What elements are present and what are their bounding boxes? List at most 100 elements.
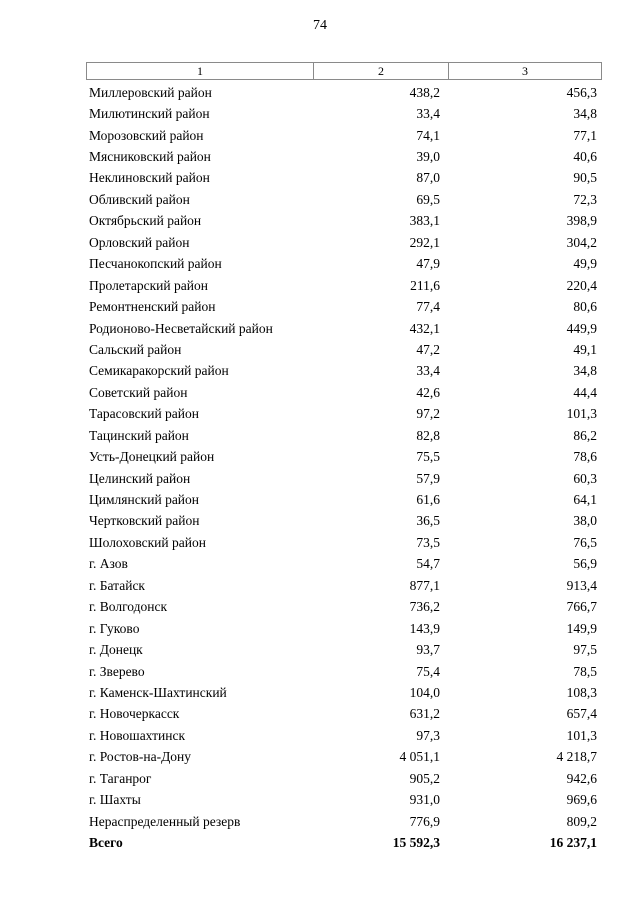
value-col3-cell: 456,3	[566, 84, 597, 100]
value-col2-cell: 75,5	[416, 449, 440, 465]
table-row: Пролетарский район 211,6 220,4	[86, 275, 602, 296]
district-name-cell: Семикаракорский район	[89, 363, 229, 379]
value-col3-cell: 78,6	[573, 449, 597, 465]
value-col3-cell: 90,5	[573, 170, 597, 186]
value-col3-cell: 657,4	[566, 706, 597, 722]
district-name-cell: г. Гуково	[89, 620, 140, 636]
value-col3-cell: 86,2	[573, 427, 597, 443]
district-name-cell: Тацинский район	[89, 427, 189, 443]
value-col3-cell: 4 218,7	[556, 749, 598, 765]
table-row: Тарасовский район 97,2 101,3	[86, 404, 602, 425]
table-row: Шолоховский район 73,5 76,5	[86, 532, 602, 553]
district-name-cell: Советский район	[89, 384, 188, 400]
value-col2-cell: 77,4	[416, 299, 440, 315]
district-name-cell: г. Ростов-на-Дону	[89, 749, 192, 765]
value-col3-cell: 56,9	[573, 556, 597, 572]
value-col2-cell: 73,5	[416, 534, 440, 550]
value-col2-cell: 97,3	[416, 727, 440, 743]
value-col2-cell: 47,9	[416, 256, 440, 272]
value-col2-cell: 42,6	[416, 384, 440, 400]
table-row: Ремонтненский район 77,4 80,6	[86, 296, 602, 317]
value-col3-cell: 101,3	[566, 727, 597, 743]
district-name-cell: Октябрьский район	[89, 213, 202, 229]
total-value-col3-cell: 16 237,1	[549, 835, 597, 851]
header-cell-2: 2	[314, 62, 449, 80]
table-row: Морозовский район 74,1 77,1	[86, 125, 602, 146]
value-col2-cell: 736,2	[409, 599, 440, 615]
district-name-cell: г. Волгодонск	[89, 599, 168, 615]
district-name-cell: Орловский район	[89, 234, 190, 250]
table-row: г. Новошахтинск 97,3 101,3	[86, 725, 602, 746]
table-row: Миллеровский район 438,2 456,3	[86, 82, 602, 103]
value-col2-cell: 211,6	[410, 277, 440, 293]
value-col2-cell: 33,4	[416, 106, 440, 122]
value-col3-cell: 64,1	[573, 492, 597, 508]
district-name-cell: г. Шахты	[89, 792, 141, 808]
district-name-cell: Тарасовский район	[89, 406, 199, 422]
district-name-cell: г. Каменск-Шахтинский	[89, 684, 227, 700]
value-col2-cell: 87,0	[416, 170, 440, 186]
district-name-cell: Пролетарский район	[89, 277, 208, 293]
district-name-cell: Усть-Донецкий район	[89, 449, 215, 465]
value-col3-cell: 809,2	[566, 813, 597, 829]
value-col2-cell: 82,8	[416, 427, 440, 443]
value-col3-cell: 38,0	[573, 513, 597, 529]
value-col2-cell: 36,5	[416, 513, 440, 529]
value-col3-cell: 766,7	[566, 599, 597, 615]
district-name-cell: Неклиновский район	[89, 170, 210, 186]
table-row: Тацинский район 82,8 86,2	[86, 425, 602, 446]
value-col3-cell: 97,5	[573, 642, 597, 658]
table-row: Октябрьский район 383,1 398,9	[86, 211, 602, 232]
value-col2-cell: 631,2	[409, 706, 440, 722]
table-row: г. Азов 54,7 56,9	[86, 554, 602, 575]
value-col2-cell: 931,0	[409, 792, 440, 808]
district-name-cell: г. Новошахтинск	[89, 727, 185, 743]
table-row: г. Батайск 877,1 913,4	[86, 575, 602, 596]
value-col2-cell: 292,1	[409, 234, 440, 250]
value-col3-cell: 44,4	[573, 384, 597, 400]
value-col2-cell: 143,9	[409, 620, 440, 636]
table-row: Родионово-Несветайский район 432,1 449,9	[86, 318, 602, 339]
value-col3-cell: 398,9	[566, 213, 597, 229]
value-col2-cell: 74,1	[416, 127, 440, 143]
table-row: г. Ростов-на-Дону 4 051,1 4 218,7	[86, 747, 602, 768]
table-row: г. Новочеркасск 631,2 657,4	[86, 704, 602, 725]
table-row: г. Шахты 931,0 969,6	[86, 789, 602, 810]
document-page: 74 1 2 3 Миллеровский район 438,2 456,3 Мил…	[86, 18, 602, 854]
table-row: Усть-Донецкий район 75,5 78,6	[86, 446, 602, 467]
district-name-cell: Морозовский район	[89, 127, 204, 143]
district-name-cell: г. Азов	[89, 556, 128, 572]
table-row: г. Зверево 75,4 78,5	[86, 661, 602, 682]
value-col3-cell: 76,5	[573, 534, 597, 550]
table-row: Целинский район 57,9 60,3	[86, 468, 602, 489]
value-col3-cell: 77,1	[573, 127, 597, 143]
table-row: Орловский район 292,1 304,2	[86, 232, 602, 253]
value-col2-cell: 39,0	[416, 149, 440, 165]
table-row: Советский район 42,6 44,4	[86, 382, 602, 403]
total-row: Всего 15 592,3 16 237,1	[86, 832, 602, 853]
district-name-cell: Родионово-Несветайский район	[89, 320, 273, 336]
value-col3-cell: 101,3	[566, 406, 597, 422]
table-row: Нераспределенный резерв 776,9 809,2	[86, 811, 602, 832]
value-col2-cell: 877,1	[409, 577, 440, 593]
table-row: Цимлянский район 61,6 64,1	[86, 489, 602, 510]
header-cell-3: 3	[449, 62, 602, 80]
district-name-cell: Мясниковский район	[89, 149, 211, 165]
value-col3-cell: 913,4	[566, 577, 597, 593]
page-number: 74	[313, 18, 327, 33]
value-col3-cell: 449,9	[566, 320, 597, 336]
table-row: Семикаракорский район 33,4 34,8	[86, 361, 602, 382]
data-table: 1 2 3 Миллеровский район 438,2 456,3 Милюти…	[86, 62, 602, 854]
district-name-cell: г. Батайск	[89, 577, 145, 593]
district-name-cell: Чертковский район	[89, 513, 200, 529]
value-col2-cell: 776,9	[409, 813, 440, 829]
value-col2-cell: 432,1	[409, 320, 440, 336]
value-col3-cell: 34,8	[573, 106, 597, 122]
header-cell-1: 1	[86, 62, 314, 80]
district-name-cell: Песчанокопский район	[89, 256, 222, 272]
total-label-cell: Всего	[89, 835, 123, 851]
total-value-col2-cell: 15 592,3	[392, 835, 440, 851]
district-name-cell: Обливский район	[89, 191, 190, 207]
table-row: Обливский район 69,5 72,3	[86, 189, 602, 210]
value-col3-cell: 969,6	[566, 792, 597, 808]
